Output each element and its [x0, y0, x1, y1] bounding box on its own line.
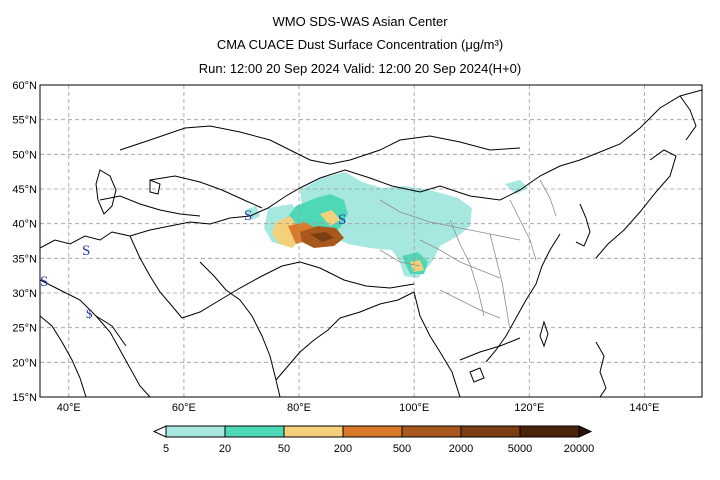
title-line-2: CMA CUACE Dust Surface Concentration (μg… [216, 37, 504, 52]
storm-marker: $ [86, 306, 93, 321]
dust-region-dark [310, 232, 334, 242]
colorbar-under-arrow [152, 425, 167, 438]
dust-region-east [505, 180, 528, 194]
colorbar-label: 5 [163, 443, 169, 455]
latitude-label: 50°N [12, 149, 37, 161]
colorbar-box [342, 425, 403, 438]
colorbar-box [224, 425, 285, 438]
colorbar-over-arrow [578, 425, 593, 438]
longitude-label: 100°E [399, 402, 429, 414]
dust-storm-markers: S S S S $ [40, 208, 346, 321]
colorbar-labels: 5 20 50 200 500 2000 5000 20000 [163, 443, 594, 455]
storm-marker: S [82, 243, 90, 259]
latitude-label: 40°N [12, 219, 37, 231]
longitude-label: 40°E [57, 402, 81, 414]
storm-marker: S [40, 274, 48, 290]
colorbar-box [519, 425, 580, 438]
latitude-label: 60°N [12, 80, 37, 92]
longitude-label: 140°E [629, 402, 659, 414]
latitude-label: 35°N [12, 253, 37, 265]
map-border [39, 84, 703, 398]
colorbar-label: 200 [334, 443, 352, 455]
latitude-labels: 15°N 20°N 25°N 30°N 35°N 40°N 45°N 50°N 55°N 60°N [12, 80, 37, 404]
longitude-label: 60°E [172, 402, 196, 414]
latitude-label: 55°N [12, 115, 37, 127]
colorbar-boxes [165, 425, 580, 438]
colorbar-label: 20000 [564, 443, 595, 455]
colorbar-label: 500 [393, 443, 411, 455]
country-borders [40, 89, 702, 397]
map-content: S S S S $ [40, 85, 702, 397]
title-line-3: Run: 12:00 20 Sep 2024 Valid: 12:00 20 S… [198, 61, 522, 76]
dust-field [245, 172, 528, 278]
colorbar-box [165, 425, 226, 438]
storm-marker: S [338, 212, 346, 228]
colorbar-label: 5000 [508, 443, 532, 455]
latitude-label: 25°N [12, 323, 37, 335]
province-borders [379, 179, 557, 331]
latitude-label: 20°N [12, 357, 37, 369]
dust-region-small [245, 206, 260, 220]
dust-region-yellow-3 [410, 260, 424, 272]
latitude-label: 45°N [12, 184, 37, 196]
longitude-label: 80°E [287, 402, 311, 414]
title-line-1: WMO SDS-WAS Asian Center [272, 14, 448, 29]
dust-region-low [300, 172, 472, 278]
longitude-labels: 40°E 60°E 80°E 100°E 120°E 140°E [57, 402, 660, 414]
longitude-label: 120°E [514, 402, 544, 414]
latitude-label: 15°N [12, 392, 37, 404]
colorbar-label: 2000 [449, 443, 473, 455]
colorbar: 5 20 50 200 500 2000 5000 20000 [152, 425, 594, 455]
colorbar-box [283, 425, 344, 438]
graticule [40, 85, 702, 397]
latitude-label: 30°N [12, 288, 37, 300]
colorbar-box [401, 425, 462, 438]
colorbar-label: 50 [278, 443, 290, 455]
dust-region-yellow-2 [320, 210, 340, 226]
storm-marker: S [244, 208, 252, 224]
colorbar-label: 20 [219, 443, 231, 455]
colorbar-box [460, 425, 521, 438]
